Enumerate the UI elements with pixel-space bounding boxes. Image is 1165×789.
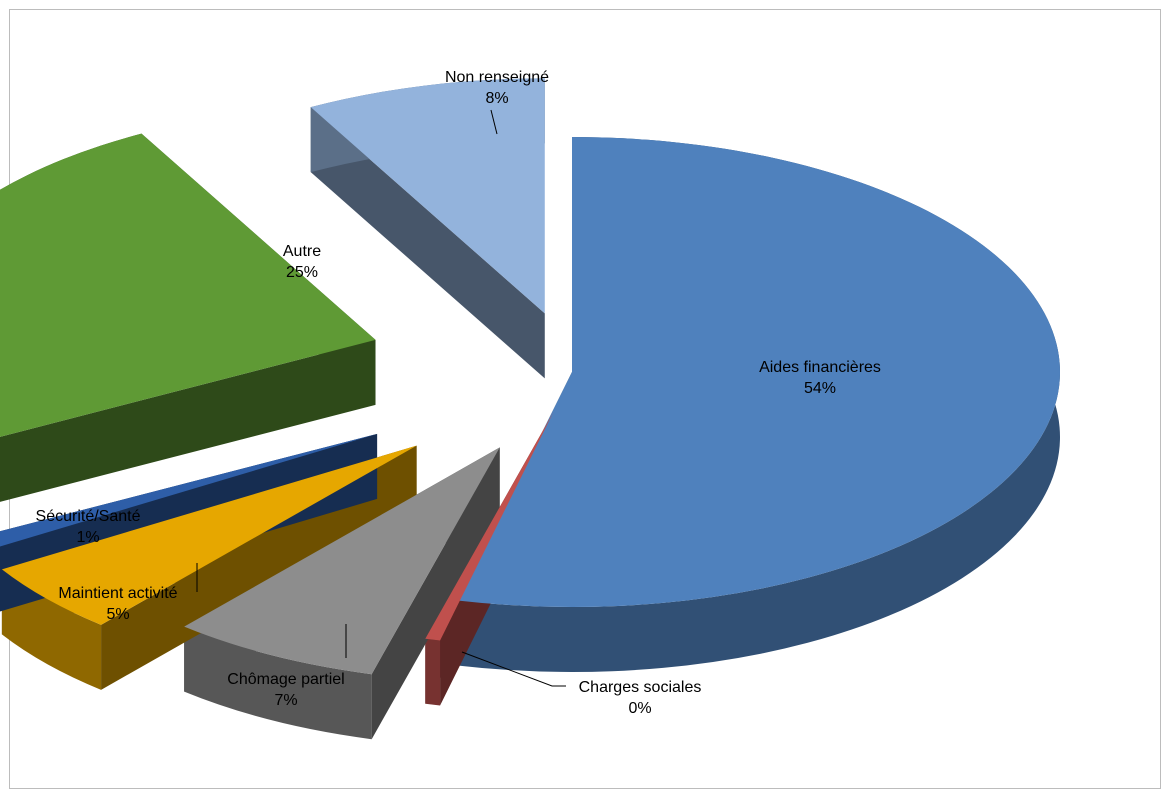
slice-aides-financi-res (458, 137, 1060, 607)
slice-tops (0, 78, 1060, 675)
slice-label-charges-sociales: Charges sociales (579, 679, 702, 696)
slice-label-s-curit-sant-: Sécurité/Santé (36, 508, 141, 525)
slice-value-aides-financi-res: 54% (804, 380, 836, 397)
slice-label-ch-mage-partiel: Chômage partiel (227, 671, 344, 688)
slice-autre (0, 133, 376, 437)
slice-label-autre: Autre (283, 243, 321, 260)
slice-value-s-curit-sant-: 1% (76, 529, 99, 546)
slice-value-charges-sociales: 0% (628, 700, 651, 717)
slice-value-ch-mage-partiel: 7% (274, 692, 297, 709)
slice-rim-ch-mage-partiel (184, 626, 372, 740)
slice-non-renseign- (310, 78, 545, 314)
slice-value-non-renseign-: 8% (485, 90, 508, 107)
slice-charges-sociales (425, 411, 554, 641)
slice-rim-charges-sociales (425, 638, 441, 706)
leader-line-charges-sociales (461, 651, 566, 687)
data-labels: Aides financières 54% Charges sociales 0% Ch… (36, 69, 881, 717)
slice-wall-non-renseign- (310, 78, 545, 379)
slice-maintient-activit- (1, 445, 417, 625)
slice-wall-autre (0, 133, 376, 502)
slice-s-curit-sant- (0, 433, 378, 547)
slice-value-autre: 25% (286, 264, 318, 281)
leader-line-non-renseign- (490, 109, 498, 135)
slice-rim-aides-financi-res (458, 137, 1060, 672)
slice-label-maintient-activit-: Maintient activité (58, 585, 177, 602)
leader-lines (196, 109, 566, 687)
slice-value-maintient-activit-: 5% (106, 606, 129, 623)
slice-label-non-renseign-: Non renseigné (445, 69, 549, 86)
slice-label-aides-financi-res: Aides financières (759, 359, 881, 376)
slice-ch-mage-partiel (184, 447, 500, 675)
